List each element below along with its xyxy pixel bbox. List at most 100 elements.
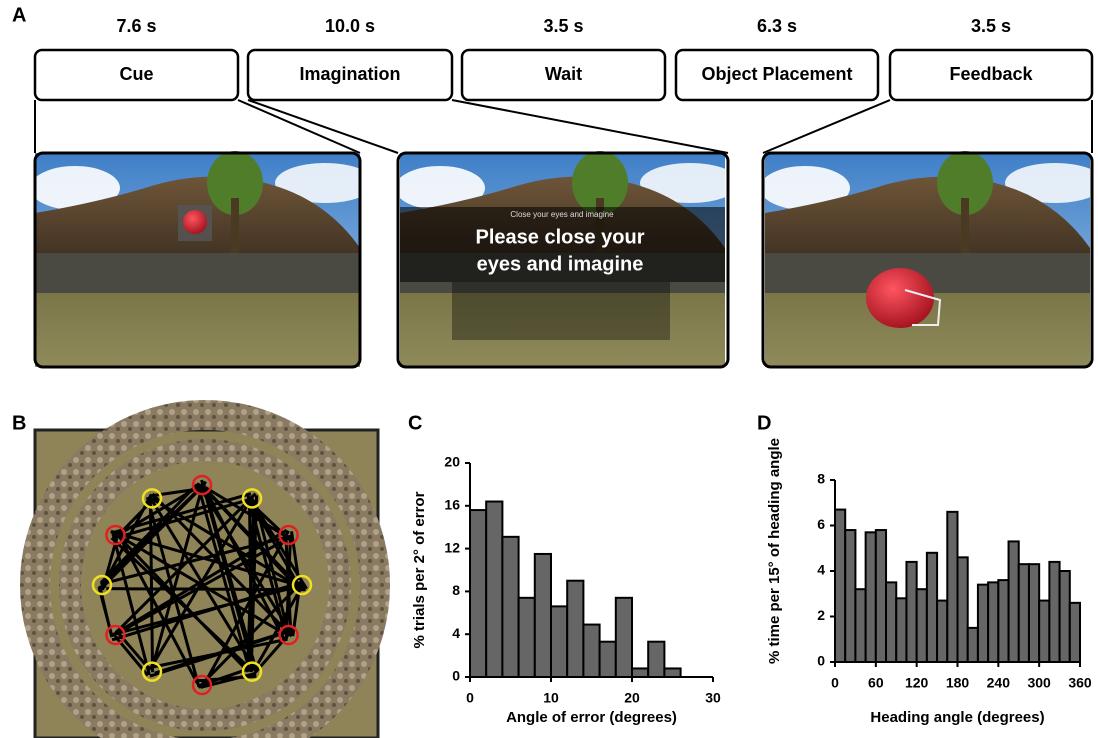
panel-label: D	[757, 412, 771, 434]
y-tick-label: 2	[817, 607, 825, 623]
y-tick-label: 0	[817, 653, 825, 669]
y-tick-label: 8	[817, 471, 825, 487]
bar	[469, 509, 488, 678]
y-tick-label: 4	[817, 562, 825, 578]
x-tick-label: 120	[905, 675, 929, 691]
y-tick-label: 6	[817, 516, 825, 532]
x-tick-label: 20	[624, 690, 640, 706]
object-location	[278, 624, 299, 646]
y-tick-label: 8	[452, 582, 460, 598]
overlay-text: Please close your	[476, 226, 645, 248]
bar	[1058, 570, 1071, 663]
y-tick-label: 4	[452, 625, 460, 641]
trajectory	[97, 479, 308, 689]
bar	[663, 667, 682, 679]
bar	[966, 626, 979, 663]
x-tick-label: 10	[543, 690, 559, 706]
bar	[566, 579, 585, 679]
bar	[501, 535, 520, 679]
bar	[905, 560, 918, 664]
object-location	[91, 574, 113, 596]
bar	[1038, 599, 1051, 664]
stage-box	[888, 48, 1094, 102]
bar	[598, 640, 617, 679]
x-axis-label: Heading angle (degrees)	[870, 709, 1044, 726]
stage-name: Object Placement	[701, 64, 852, 84]
x-tick-label: 180	[946, 675, 970, 691]
object-location	[291, 574, 313, 596]
stage-name: Wait	[545, 64, 582, 84]
panel-label: B	[12, 412, 26, 434]
x-tick-label: 240	[987, 675, 1011, 691]
stage-duration: 3.5 s	[543, 16, 583, 36]
bar	[517, 596, 536, 679]
stage-box	[246, 48, 454, 102]
bar	[582, 623, 601, 679]
object-location	[105, 624, 126, 646]
stage-box	[33, 48, 240, 102]
bar	[997, 579, 1010, 663]
bar	[1068, 601, 1081, 663]
bar	[614, 596, 633, 679]
overlay-text: eyes and imagine	[477, 253, 644, 275]
panel-label: C	[408, 412, 422, 434]
bar	[1027, 563, 1041, 663]
stage-duration: 10.0 s	[325, 16, 375, 36]
x-tick-label: 300	[1027, 675, 1051, 691]
stage-box	[674, 48, 880, 102]
bar	[631, 667, 650, 679]
screen-imagination: Close your eyes and imagine Please close…	[395, 151, 740, 369]
panel-label: A	[12, 4, 26, 26]
bar	[864, 531, 877, 664]
y-axis-label: % trials per 2° of error	[411, 491, 428, 648]
bar	[976, 583, 990, 664]
arena-map	[20, 400, 390, 738]
bar	[885, 581, 898, 663]
bar	[844, 529, 857, 663]
bar	[946, 510, 959, 663]
bar	[956, 556, 969, 663]
object-location	[278, 524, 299, 546]
x-tick-label: 60	[868, 675, 884, 691]
screen-cue	[30, 151, 375, 369]
x-tick-label: 0	[466, 690, 474, 706]
bar	[834, 508, 847, 664]
bar	[1048, 560, 1061, 664]
y-tick-label: 12	[444, 539, 460, 555]
stage-box	[460, 48, 667, 102]
screen-small-text: Close your eyes and imagine	[510, 210, 614, 219]
object-location	[141, 488, 163, 509]
object-location	[241, 488, 263, 509]
stage-duration: 6.3 s	[757, 16, 797, 36]
bar	[854, 588, 867, 664]
bar	[895, 597, 908, 663]
x-tick-label: 0	[831, 675, 839, 691]
bar	[533, 552, 552, 679]
y-tick-label: 16	[444, 497, 460, 513]
bar	[874, 529, 888, 663]
y-axis-label: % time per 15° of heading angle	[766, 438, 783, 664]
y-tick-label: 20	[444, 454, 460, 470]
object-location	[191, 674, 213, 696]
stage-name: Imagination	[299, 64, 400, 84]
y-tick-label: 0	[452, 668, 460, 684]
x-tick-label: 360	[1068, 675, 1092, 691]
bar	[1007, 540, 1020, 663]
x-tick-label: 30	[705, 690, 721, 706]
bar	[485, 500, 504, 678]
screen-feedback	[760, 151, 1098, 369]
connectors	[34, 99, 1093, 154]
bar	[1017, 563, 1030, 663]
bar	[550, 605, 569, 679]
x-axis-label: Angle of error (degrees)	[506, 709, 677, 726]
bar	[925, 551, 939, 663]
object-location	[191, 474, 213, 496]
bar	[936, 599, 949, 664]
bar	[915, 588, 928, 664]
object-location	[141, 661, 163, 682]
bar	[647, 640, 666, 679]
object-location	[105, 524, 126, 546]
stage-duration: 7.6 s	[116, 16, 156, 36]
stage-name: Cue	[119, 64, 153, 84]
